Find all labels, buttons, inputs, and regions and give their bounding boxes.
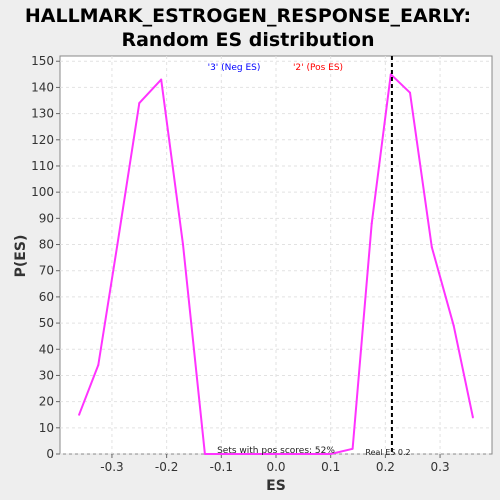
y-tick-label: 60 bbox=[39, 290, 54, 304]
x-tick-label: -0.3 bbox=[100, 460, 123, 474]
chart-title-line2: Random ES distribution bbox=[121, 29, 374, 51]
y-axis-ticks: 0 10 20 30 40 50 60 70 80 90 100 110 120 130 140 150 bbox=[31, 54, 60, 461]
x-tick-label: 0.1 bbox=[321, 460, 340, 474]
x-tick-label: -0.1 bbox=[210, 460, 233, 474]
data-point bbox=[203, 453, 206, 455]
y-tick-label: 20 bbox=[39, 395, 54, 409]
x-tick-label: -0.2 bbox=[155, 460, 178, 474]
data-point bbox=[116, 243, 119, 246]
data-point bbox=[471, 416, 474, 419]
data-point bbox=[182, 243, 185, 246]
data-point bbox=[310, 453, 313, 455]
series-layer bbox=[78, 73, 474, 455]
x-axis-ticks: -0.3 -0.2 -0.1 0.0 0.1 0.2 0.3 bbox=[100, 454, 450, 474]
y-tick-label: 110 bbox=[31, 159, 54, 173]
x-axis-label: ES bbox=[266, 478, 286, 494]
chart-title-line1: HALLMARK_ESTROGEN_RESPONSE_EARLY: bbox=[25, 5, 471, 27]
data-point bbox=[223, 453, 226, 455]
y-tick-label: 150 bbox=[31, 54, 54, 68]
x-tick-label: 0.2 bbox=[376, 460, 395, 474]
data-point bbox=[351, 447, 354, 450]
y-tick-label: 50 bbox=[39, 316, 54, 330]
data-point bbox=[329, 453, 332, 455]
real-es-annotation: Real ES 0.2 bbox=[365, 448, 410, 457]
y-tick-label: 40 bbox=[39, 342, 54, 356]
y-tick-label: 90 bbox=[39, 211, 54, 225]
y-tick-label: 30 bbox=[39, 368, 54, 382]
data-point bbox=[288, 453, 291, 455]
data-point bbox=[244, 453, 247, 455]
data-point bbox=[78, 413, 81, 416]
data-point bbox=[266, 453, 269, 455]
pos-scores-annotation: Sets with pos scores: 52% bbox=[217, 446, 335, 456]
y-tick-label: 0 bbox=[46, 447, 54, 461]
y-tick-label: 140 bbox=[31, 80, 54, 94]
y-tick-label: 120 bbox=[31, 133, 54, 147]
data-point bbox=[97, 363, 100, 366]
data-point bbox=[452, 324, 455, 327]
legend-neg-es: '3' (Neg ES) bbox=[208, 63, 261, 73]
y-tick-label: 100 bbox=[31, 185, 54, 199]
data-point bbox=[408, 91, 411, 94]
data-point bbox=[430, 246, 433, 249]
y-axis-label: P(ES) bbox=[13, 235, 29, 278]
data-point bbox=[370, 222, 373, 225]
x-tick-label: 0.3 bbox=[431, 460, 450, 474]
data-point bbox=[138, 102, 141, 105]
y-tick-label: 130 bbox=[31, 107, 54, 121]
y-tick-label: 10 bbox=[39, 421, 54, 435]
y-tick-label: 70 bbox=[39, 264, 54, 278]
x-tick-label: 0.0 bbox=[266, 460, 285, 474]
legend-pos-es: '2' (Pos ES) bbox=[293, 63, 343, 73]
data-point bbox=[160, 78, 163, 81]
y-tick-label: 80 bbox=[39, 238, 54, 252]
series-line bbox=[78, 73, 474, 455]
